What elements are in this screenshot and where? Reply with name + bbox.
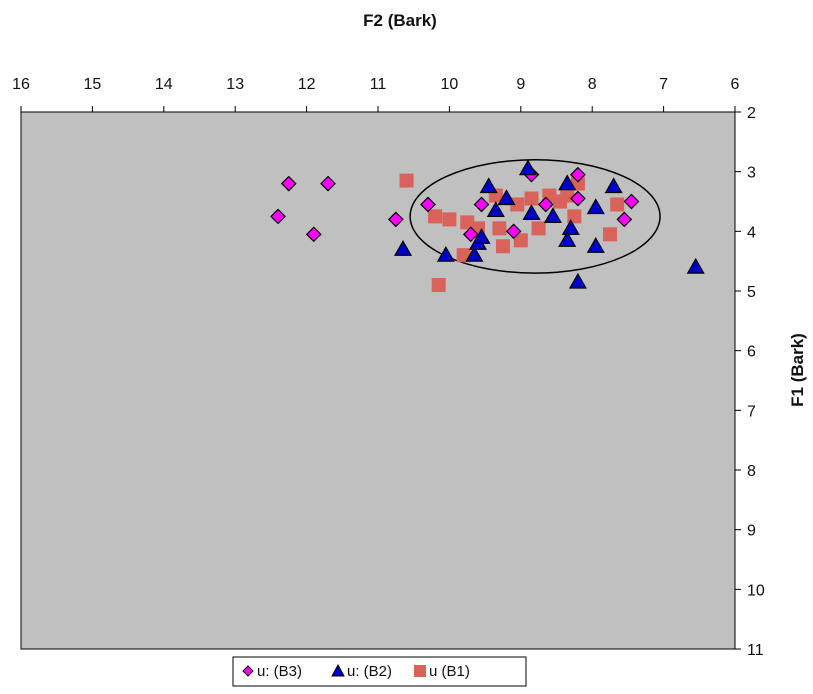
data-point-diamond <box>537 196 554 213</box>
legend-label: u (B1) <box>429 663 470 680</box>
data-point-square <box>510 197 525 212</box>
data-point-triangle <box>604 177 623 194</box>
data-point-square <box>492 221 507 236</box>
data-point-diamond <box>388 211 404 228</box>
legend-marker-diamond <box>242 665 254 677</box>
data-points <box>270 159 705 293</box>
y-tick-label: 10 <box>747 582 765 599</box>
data-point-triangle <box>558 231 577 247</box>
plot-area <box>20 111 736 650</box>
x-tick-label: 7 <box>659 76 668 93</box>
data-point-square <box>431 278 446 293</box>
y-tick-label: 7 <box>747 403 756 420</box>
data-point-square <box>513 233 528 248</box>
data-point-triangle <box>518 159 537 176</box>
data-point-square <box>524 191 539 206</box>
y-tick-label: 11 <box>747 642 764 659</box>
data-point-diamond <box>570 190 586 207</box>
y-tick-label: 6 <box>747 344 756 361</box>
data-point-square <box>495 239 510 254</box>
data-point-diamond <box>280 175 297 192</box>
data-point-diamond <box>570 166 586 183</box>
x-tick-label: 16 <box>12 76 30 93</box>
data-point-triangle <box>465 245 484 262</box>
annotations <box>409 158 661 274</box>
data-point-diamond <box>473 196 490 213</box>
data-point-square <box>567 209 582 224</box>
x-tick-label: 11 <box>370 76 387 93</box>
data-point-triangle <box>558 174 577 191</box>
y-tick-label: 8 <box>747 463 756 480</box>
y-tick-label: 5 <box>747 284 756 301</box>
legend-marker-square <box>414 665 426 677</box>
y-tick-label: 4 <box>747 224 756 241</box>
data-point-diamond <box>270 208 286 225</box>
data-point-triangle <box>586 237 605 253</box>
data-point-diamond <box>420 196 436 213</box>
data-point-triangle <box>472 228 491 244</box>
data-point-triangle <box>568 272 587 289</box>
x-tick-label: 9 <box>516 76 525 93</box>
data-point-diamond <box>320 175 336 192</box>
x-axis-title: F2 (Bark) <box>363 11 437 30</box>
y-tick-label: 9 <box>747 523 756 540</box>
x-tick-label: 13 <box>226 76 244 93</box>
legend-label: u: (B2) <box>347 663 392 680</box>
data-point-square <box>399 173 414 188</box>
data-point-triangle <box>686 257 705 274</box>
legend: u: (B3) u: (B2) u (B1) <box>232 656 527 687</box>
x-tick-label: 10 <box>441 76 459 93</box>
data-point-diamond <box>616 211 633 228</box>
data-point-square <box>603 227 618 242</box>
legend-marker-triangle <box>331 663 345 677</box>
data-point-diamond <box>305 226 322 243</box>
data-point-triangle <box>586 198 605 215</box>
x-tick-label: 12 <box>298 76 316 93</box>
x-tick-label: 8 <box>588 76 597 93</box>
data-point-triangle <box>522 204 541 221</box>
data-point-diamond <box>462 226 479 243</box>
y-axis-title: F1 (Bark) <box>788 333 807 407</box>
data-point-square <box>460 215 475 230</box>
data-point-triangle <box>561 219 580 235</box>
data-point-square <box>428 209 443 224</box>
x-tick-label: 15 <box>84 76 102 93</box>
data-point-triangle <box>486 201 505 218</box>
data-point-triangle <box>479 177 498 194</box>
data-point-square <box>610 197 625 212</box>
x-tick-label: 14 <box>155 76 173 93</box>
y-tick-label: 3 <box>747 165 756 182</box>
data-point-triangle <box>436 245 455 262</box>
data-point-triangle <box>543 207 562 224</box>
data-point-square <box>531 221 546 236</box>
x-tick-label: 6 <box>731 76 740 93</box>
data-point-triangle <box>497 189 516 206</box>
data-point-triangle <box>393 240 413 256</box>
legend-box <box>232 656 527 687</box>
data-point-diamond <box>505 223 522 240</box>
data-point-diamond <box>623 193 640 210</box>
y-tick-label: 2 <box>747 105 756 122</box>
data-point-square <box>442 212 457 227</box>
highlight-ellipse <box>409 158 661 274</box>
legend-label: u: (B3) <box>257 663 302 680</box>
